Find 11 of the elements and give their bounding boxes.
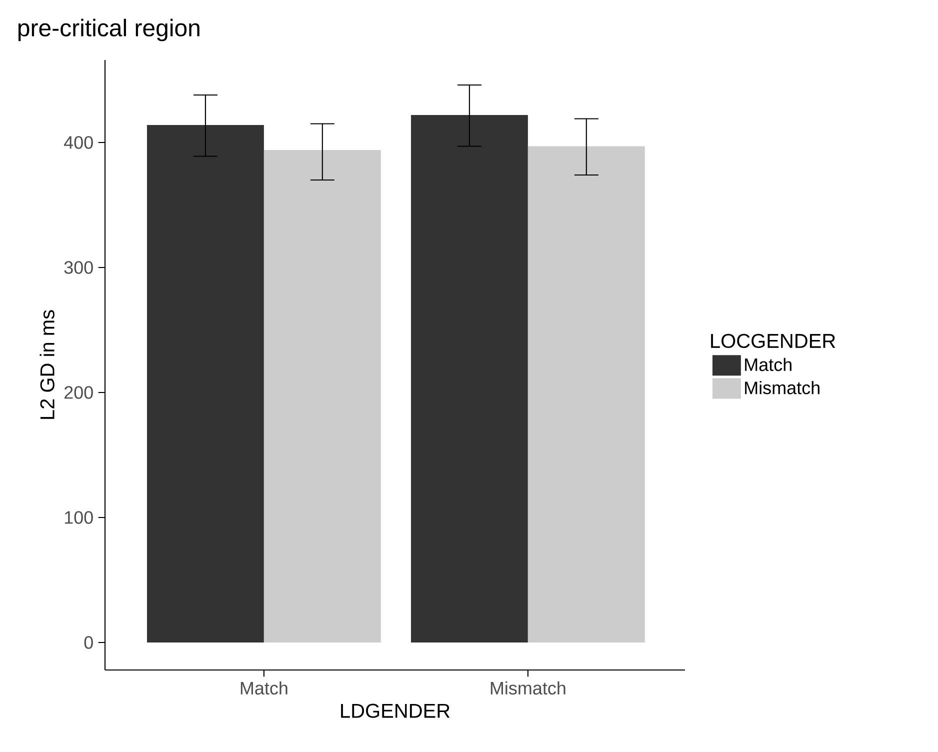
chart-title: pre-critical region: [18, 18, 200, 42]
x-axis-title: LDGENDER: [341, 704, 450, 718]
legend-label: Mismatch: [745, 381, 820, 394]
y-tick-label: 100: [64, 511, 93, 524]
y-tick-label: 200: [64, 386, 93, 399]
y-tick-label: 300: [64, 261, 93, 274]
legend-label: Match: [745, 358, 792, 372]
legend-title: LOCGENDER: [711, 334, 836, 348]
y-axis-title: L2 GD in ms: [40, 310, 54, 419]
y-tick-label: 400: [64, 136, 93, 149]
y-tick-label: 0: [84, 636, 93, 649]
